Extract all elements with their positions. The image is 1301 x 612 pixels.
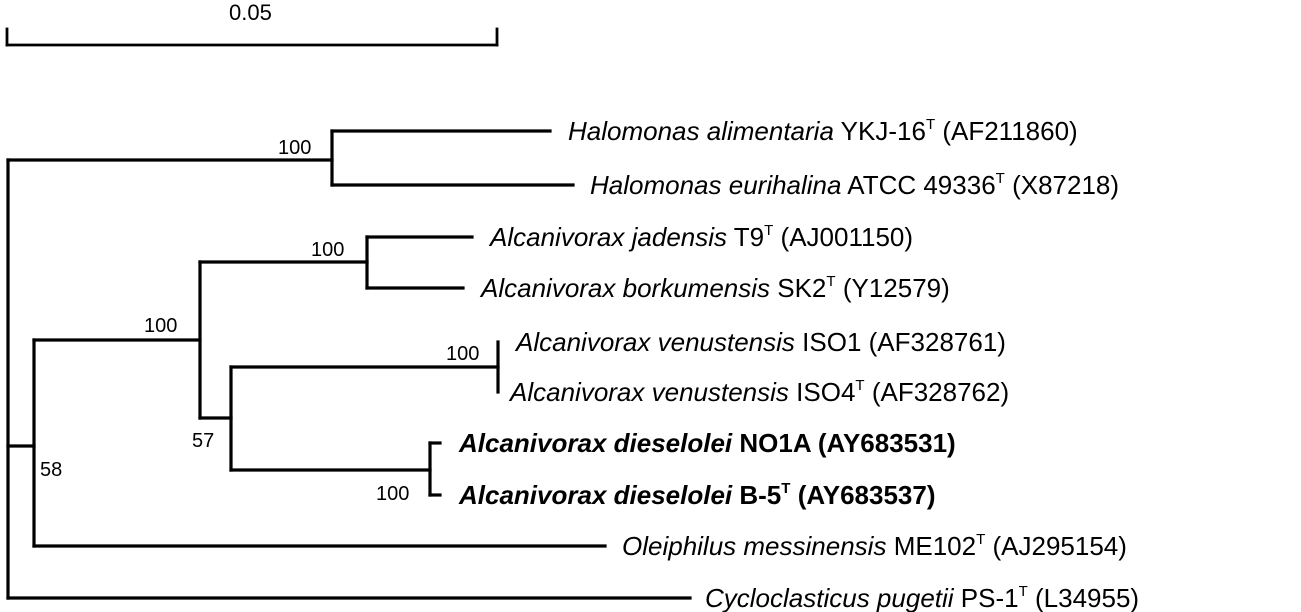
taxon-label: Alcanivorax jadensis T9T (AJ001150) — [488, 222, 913, 252]
tree-branches — [6, 129, 692, 600]
scale-bar-label: 0.05 — [229, 0, 272, 25]
bootstrap-value: 58 — [40, 459, 62, 481]
bootstrap-value: 100 — [446, 343, 479, 365]
bootstrap-value: 100 — [376, 483, 409, 505]
bootstrap-value: 100 — [144, 315, 177, 337]
taxon-label-highlighted: Alcanivorax dieselolei B-5T (AY683537) — [458, 480, 936, 510]
taxon-label: Cycloclasticus pugetii PS-1T (L34955) — [705, 583, 1139, 612]
taxon-label: Alcanivorax borkumensis SK2T (Y12579) — [479, 273, 950, 303]
taxon-label: Halomonas eurihalina ATCC 49336T (X87218… — [590, 170, 1119, 200]
taxon-label-highlighted: Alcanivorax dieselolei NO1A (AY683531) — [458, 428, 956, 458]
taxon-label: Alcanivorax venustensis ISO4T (AF328762) — [508, 377, 1009, 407]
bootstrap-values: 100 100 100 100 57 100 58 — [40, 137, 479, 505]
bootstrap-value: 100 — [311, 239, 344, 261]
bootstrap-value: 57 — [192, 430, 214, 452]
bootstrap-value: 100 — [278, 137, 311, 159]
scale-bar: 0.05 — [5, 0, 499, 47]
taxon-labels: Halomonas alimentaria YKJ-16T (AF211860)… — [458, 116, 1139, 612]
taxon-label: Oleiphilus messinensis ME102T (AJ295154) — [622, 531, 1127, 561]
taxon-label: Alcanivorax venustensis ISO1 (AF328761) — [514, 327, 1006, 357]
taxon-label: Halomonas alimentaria YKJ-16T (AF211860) — [568, 116, 1078, 146]
